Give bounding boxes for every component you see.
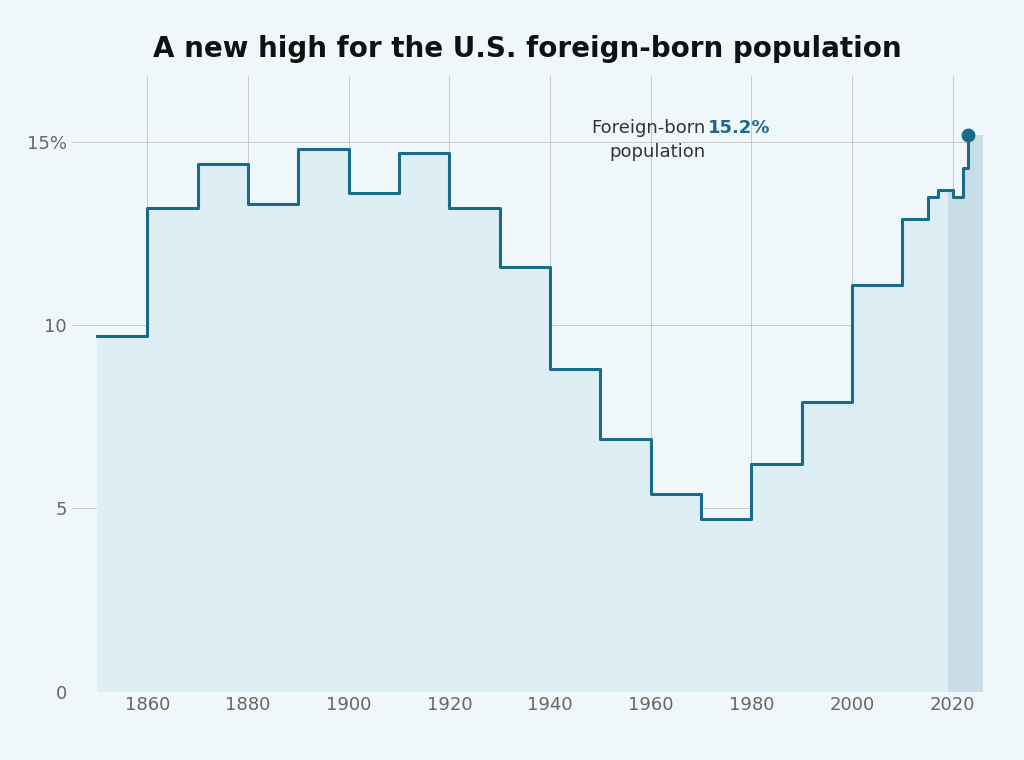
Title: A new high for the U.S. foreign-born population: A new high for the U.S. foreign-born pop… (153, 34, 902, 62)
Text: Foreign-born
population: Foreign-born population (591, 119, 706, 160)
Text: 15.2%: 15.2% (708, 119, 770, 137)
